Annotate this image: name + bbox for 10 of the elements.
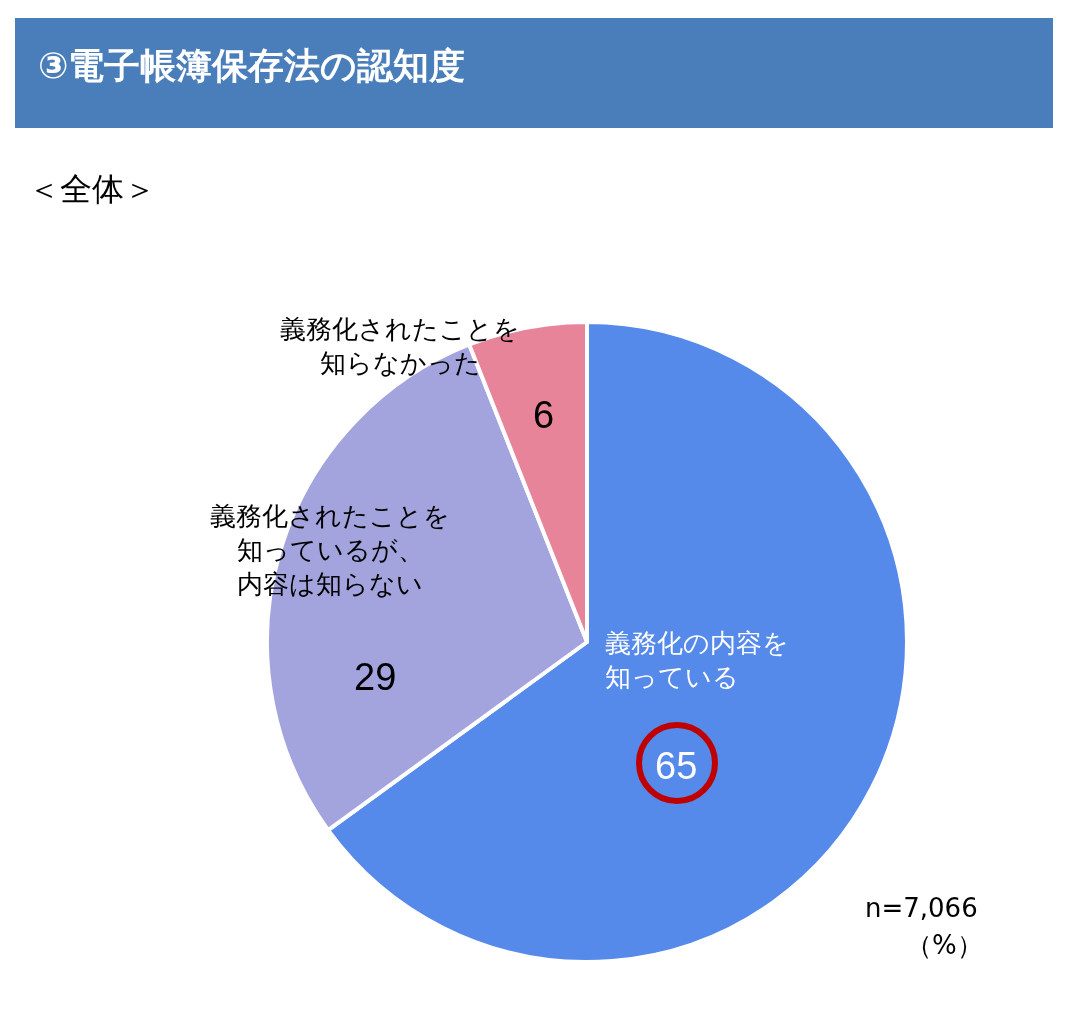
- text: n=7,066: [865, 893, 978, 923]
- data-label: 29: [354, 656, 397, 698]
- slice-label: 義務化されたことを知らなかった: [280, 314, 520, 378]
- slice-label: 義務化されたことを知っているが、内容は知らない: [210, 501, 450, 599]
- data-label: 6: [533, 394, 555, 436]
- slice-label: 義務化の内容を知っている: [605, 628, 789, 692]
- chart-subtitle: ＜全体＞: [28, 169, 156, 210]
- chart-title: ③電子帳簿保存法の認知度: [38, 44, 466, 88]
- data-label: 65: [655, 745, 698, 787]
- text: （%）: [906, 930, 983, 960]
